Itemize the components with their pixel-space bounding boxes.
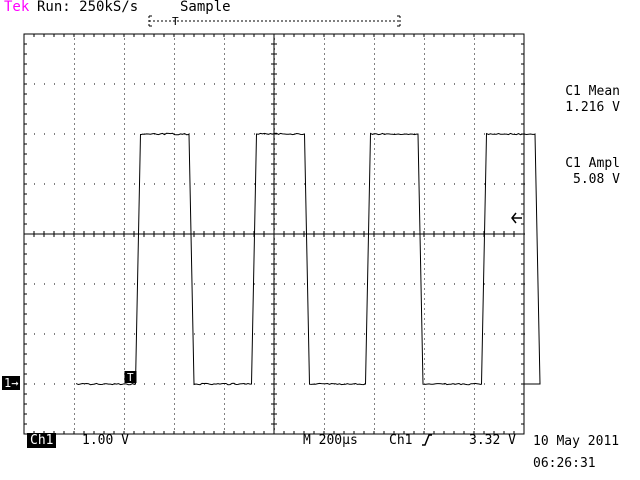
date: 10 May 2011 (533, 434, 619, 449)
channel-1-marker[interactable]: 1→ (2, 376, 20, 390)
brand-logo: Tek (4, 0, 29, 15)
measurement-amplitude: C1 Ampl 5.08 V (565, 156, 620, 188)
trigger-level: 3.32 V (469, 433, 516, 448)
measurement-mean: C1 Mean 1.216 V (565, 84, 620, 116)
measurement-mean-label: C1 Mean (565, 84, 620, 100)
trigger-source: Ch1 (389, 433, 412, 448)
bracket-trigger-marker: T (172, 15, 179, 28)
measurement-mean-value: 1.216 V (565, 100, 620, 116)
measurement-amplitude-label: C1 Ampl (565, 156, 620, 172)
run-status: Run: 250kS/s (37, 0, 138, 15)
horizontal-position-bracket[interactable]: T (149, 15, 400, 28)
time: 06:26:31 (533, 456, 596, 471)
trigger-slope-icon (421, 433, 433, 451)
trigger-time-marker[interactable]: T (125, 371, 137, 384)
graticule (24, 34, 525, 434)
timebase: M 200µs (303, 433, 358, 448)
svg-text:T: T (127, 371, 134, 384)
measurement-amplitude-value: 5.08 V (565, 172, 620, 188)
trigger-level-arrow-icon[interactable] (512, 213, 522, 223)
channel-badge[interactable]: Ch1 (27, 433, 56, 448)
acquisition-mode: Sample (180, 0, 231, 15)
channel-scale: 1.00 V (82, 433, 129, 448)
ch1-waveform-trace (77, 133, 541, 384)
